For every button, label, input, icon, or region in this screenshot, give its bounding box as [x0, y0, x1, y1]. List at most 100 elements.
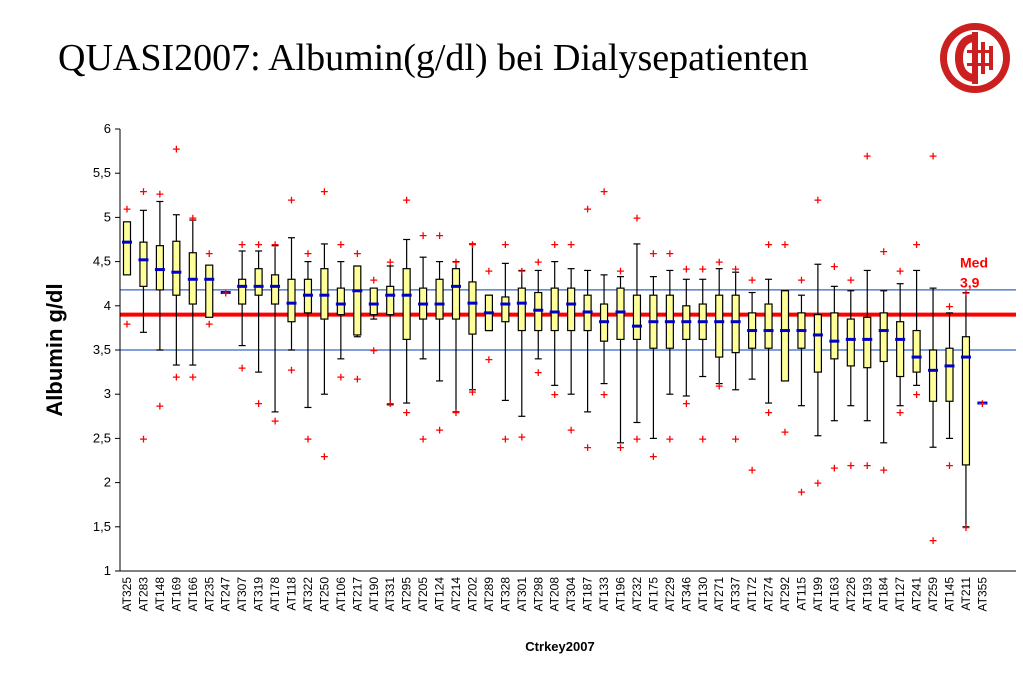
- outlier-point: +: [797, 273, 806, 286]
- outlier-point: +: [303, 247, 312, 260]
- median-label: Med: [960, 255, 988, 271]
- outlier-point: +: [270, 238, 279, 251]
- outlier-point: +: [205, 317, 214, 330]
- box-group: ++: [385, 256, 396, 410]
- x-tick-label: AT232: [630, 577, 644, 612]
- outlier-point: +: [550, 388, 559, 401]
- x-tick-label: AT229: [663, 577, 677, 612]
- outlier-point: +: [945, 459, 954, 472]
- outlier-point: +: [912, 388, 921, 401]
- x-tick-label: AT226: [844, 577, 858, 612]
- box: [780, 290, 790, 382]
- box: [336, 287, 345, 316]
- outlier-point: +: [155, 400, 164, 413]
- x-tick-label: AT193: [860, 577, 874, 612]
- outlier-point: +: [846, 459, 855, 472]
- box: [139, 241, 148, 287]
- outlier-point: +: [813, 194, 822, 207]
- box: [945, 347, 954, 402]
- x-tick-label: AT163: [827, 577, 841, 612]
- outlier-point: +: [369, 273, 378, 286]
- outlier-point: +: [863, 150, 872, 163]
- outlier-point: +: [863, 459, 872, 472]
- outlier-point: +: [599, 388, 608, 401]
- x-tick-label: AT199: [811, 577, 825, 612]
- box-group: ++: [829, 260, 840, 475]
- box: [846, 318, 855, 367]
- outlier-point: +: [468, 238, 477, 251]
- box: [912, 329, 921, 373]
- box-group: ++: [582, 203, 593, 454]
- outlier-point: +: [320, 450, 329, 463]
- outlier-point: +: [205, 247, 214, 260]
- outlier-point: +: [764, 238, 773, 251]
- outlier-point: +: [122, 317, 131, 330]
- x-tick-label: AT187: [581, 577, 595, 612]
- outlier-point: +: [451, 256, 460, 269]
- x-tick-label: AT235: [202, 577, 216, 612]
- outlier-point: +: [632, 211, 641, 224]
- box: [386, 285, 395, 316]
- box: [270, 274, 280, 305]
- outlier-point: +: [978, 397, 987, 410]
- box: [764, 303, 773, 349]
- box-group: ++: [878, 245, 889, 476]
- box-group: ++: [549, 238, 560, 401]
- box-group: ++: [631, 211, 642, 445]
- outlier-point: +: [616, 264, 625, 277]
- outlier-point: +: [353, 247, 362, 260]
- x-tick-label: AT130: [696, 577, 710, 612]
- x-tick-label: AT259: [926, 577, 940, 612]
- outlier-point: +: [747, 273, 756, 286]
- outlier-point: +: [303, 432, 312, 445]
- outlier-point: +: [830, 260, 839, 273]
- outlier-point: +: [747, 463, 756, 476]
- y-axis-label: Albumin g/dl: [42, 283, 67, 416]
- box: [435, 278, 444, 320]
- outlier-point: +: [780, 425, 789, 438]
- outlier-point: +: [583, 203, 592, 216]
- outlier-point: +: [632, 432, 641, 445]
- x-tick-label: AT271: [712, 577, 726, 612]
- box: [863, 316, 872, 369]
- x-tick-label: AT166: [186, 577, 200, 612]
- box: [830, 312, 839, 360]
- y-tick-label: 6: [104, 121, 111, 136]
- x-tick-label: AT247: [219, 577, 233, 612]
- x-tick-label: AT184: [877, 577, 891, 612]
- box: [896, 321, 905, 378]
- box: [353, 265, 362, 336]
- y-tick-label: 2: [104, 475, 111, 490]
- box-group: ++: [302, 247, 313, 445]
- box: [517, 287, 526, 332]
- x-tick-label: AT289: [482, 577, 496, 612]
- boxplot-series: ++++++++++++++++++++++++++++++++++++++++…: [122, 142, 988, 547]
- box-group: ++: [237, 238, 248, 375]
- outlier-point: +: [484, 264, 493, 277]
- outlier-point: +: [896, 406, 905, 419]
- outlier-point: +: [682, 397, 691, 410]
- x-tick-label: AT295: [400, 577, 414, 612]
- outlier-point: +: [665, 432, 674, 445]
- x-tick-label: AT127: [893, 577, 907, 612]
- outlier-point: +: [731, 263, 740, 276]
- box: [632, 294, 642, 340]
- outlier-point: +: [698, 432, 707, 445]
- x-tick-label: AT178: [268, 577, 282, 612]
- box-group: ++: [780, 238, 790, 438]
- x-tick-label: AT145: [943, 577, 957, 612]
- outlier-point: +: [879, 463, 888, 476]
- outlier-point: +: [715, 379, 724, 392]
- outlier-point: +: [336, 371, 345, 384]
- box-group: ++: [763, 238, 774, 419]
- box-group: ++: [747, 273, 758, 476]
- outlier-point: +: [353, 372, 362, 385]
- outlier-point: +: [830, 462, 839, 475]
- x-tick-label: AT298: [531, 577, 545, 612]
- x-tick-label: AT115: [794, 577, 808, 611]
- x-tick-label: AT346: [679, 577, 693, 612]
- box-group: ++: [812, 194, 823, 490]
- box: [369, 287, 378, 316]
- y-tick-label: 5: [104, 209, 111, 224]
